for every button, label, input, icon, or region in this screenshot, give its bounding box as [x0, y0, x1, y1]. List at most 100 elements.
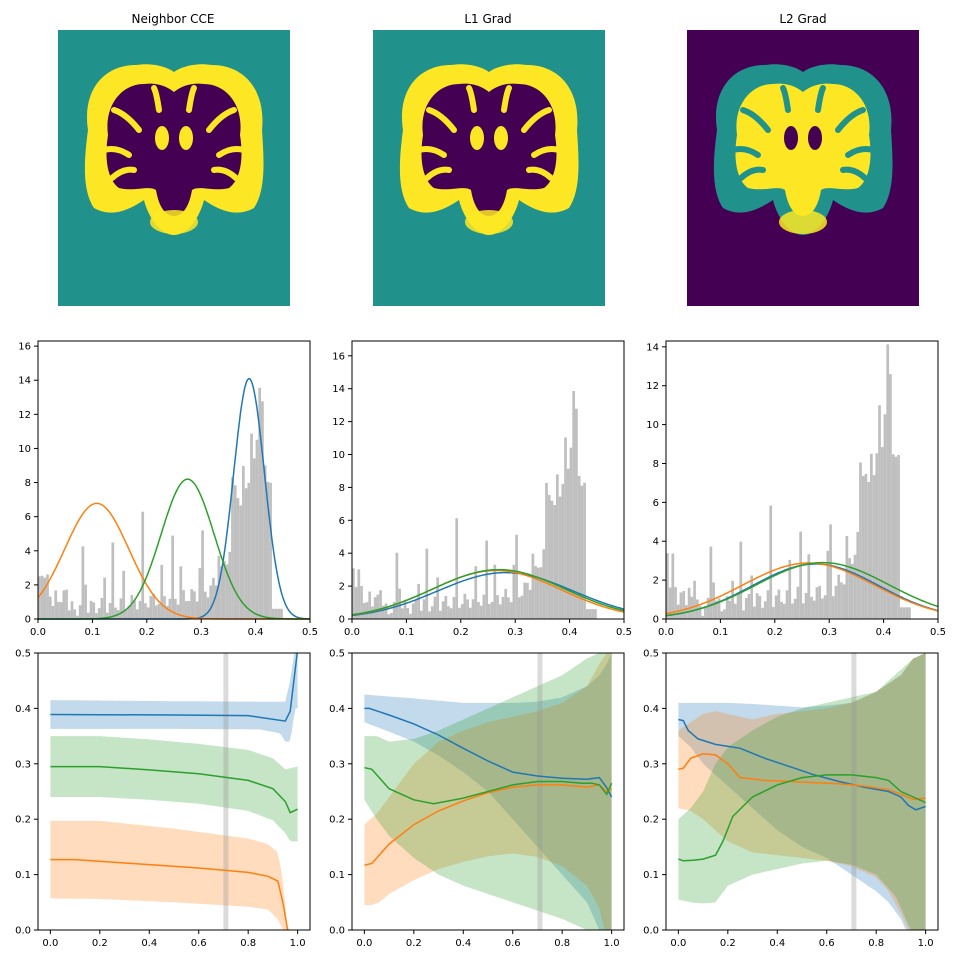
- histogram-bar: [580, 485, 584, 619]
- histogram-bar: [130, 595, 134, 619]
- histogram-bar: [780, 601, 783, 619]
- histogram-bar: [255, 439, 259, 619]
- x-tick-label: 0.5: [616, 627, 632, 638]
- histogram-bar: [471, 599, 475, 619]
- histogram-bar: [384, 603, 388, 619]
- cerebellum: [465, 210, 513, 234]
- histogram-bar: [97, 608, 101, 619]
- x-tick-label: 0.8: [868, 938, 884, 949]
- histogram-panel-1: 0.0 0.1 0.2 0.3 0.4 0.5 0 2 4 6 8 10 12 14 16: [18, 340, 318, 638]
- sulcus: [740, 107, 771, 133]
- histogram-bar: [127, 605, 131, 619]
- sulcus: [730, 146, 761, 158]
- x-tick-label: 0.8: [240, 938, 256, 949]
- y-tick-label: 0.0: [15, 926, 31, 937]
- histogram-bar: [269, 482, 272, 619]
- x-tick-label: 0.2: [92, 938, 108, 949]
- histogram-bar: [902, 607, 906, 619]
- histogram-bar: [750, 575, 754, 619]
- histogram-bar: [504, 588, 508, 619]
- band-panel-3: 0.0 0.2 0.4 0.6 0.8 1.0 0.0 0.1 0.2 0.3 0.4 0.5: [643, 649, 939, 949]
- histogram-bar: [712, 582, 715, 619]
- histogram-bar: [400, 608, 404, 619]
- sulcus: [424, 166, 452, 181]
- histogram-bar: [114, 607, 117, 619]
- panel-image-2: L1 Grad: [373, 12, 605, 306]
- histogram-bar: [731, 580, 734, 619]
- y-tick-label: 12: [646, 381, 659, 392]
- histogram-panel-3: 0.0 0.1 0.2 0.3 0.4 0.5 0 2 4 6 8 10 12 14: [646, 340, 946, 638]
- histogram-bar: [842, 584, 846, 619]
- y-tick-label: 0.4: [329, 704, 345, 715]
- x-tick-label: 0.1: [398, 627, 414, 638]
- sulcus: [501, 85, 512, 113]
- histogram-bar: [594, 609, 597, 619]
- histogram-bar: [734, 603, 737, 619]
- histogram-bar: [135, 609, 139, 619]
- histogram-bar: [51, 605, 55, 619]
- histogram-bar: [889, 374, 892, 619]
- brain-slice-3: [713, 64, 893, 235]
- histogram-bar: [70, 601, 74, 619]
- histogram-bar: [490, 601, 494, 619]
- sulcus: [780, 85, 791, 113]
- threshold-vline: [851, 653, 857, 930]
- histogram-bar: [466, 599, 469, 619]
- y-tick-label: 0: [25, 615, 31, 626]
- y-tick-label: 10: [332, 450, 345, 461]
- histogram-bar: [239, 505, 242, 619]
- histogram-bar: [517, 597, 521, 619]
- x-tick-label: 0.3: [193, 627, 209, 638]
- x-tick-label: 1.0: [918, 938, 934, 949]
- sulcus: [206, 107, 237, 133]
- y-tick-label: 2: [653, 576, 659, 587]
- histogram-bar: [417, 583, 420, 619]
- histogram-bar: [788, 559, 792, 619]
- histogram-bar: [228, 551, 232, 619]
- histogram-bar: [277, 608, 281, 619]
- histogram-bar: [793, 598, 797, 619]
- histogram-bar: [274, 608, 278, 619]
- y-tick-label: 4: [25, 546, 31, 557]
- y-tick-label: 6: [25, 512, 31, 523]
- x-tick-label: 0.6: [819, 938, 835, 949]
- histogram-bar: [220, 566, 223, 619]
- y-tick-label: 0.1: [643, 870, 659, 881]
- x-tick-label: 0.4: [248, 627, 264, 638]
- sulcus: [840, 166, 868, 181]
- histogram-bar: [523, 582, 527, 619]
- x-tick-label: 0.0: [658, 627, 674, 638]
- histogram-bar: [536, 567, 540, 619]
- histogram-bar: [414, 599, 418, 619]
- x-tick-label: 0.4: [562, 627, 578, 638]
- histogram-bar: [95, 613, 98, 619]
- histogram-bar: [837, 574, 841, 619]
- plot-area: [678, 653, 926, 930]
- x-tick-label: 0.8: [554, 938, 570, 949]
- mean-line: [678, 718, 926, 811]
- x-tick-label: 0.2: [453, 627, 469, 638]
- y-tick-label: 8: [25, 478, 31, 489]
- histogram-bar: [859, 462, 862, 619]
- histogram-bar: [198, 568, 202, 619]
- histogram-bar: [474, 566, 478, 619]
- x-tick-label: 0.5: [930, 627, 946, 638]
- histogram-bar: [176, 604, 180, 619]
- histogram-bar: [488, 603, 491, 619]
- y-tick-label: 10: [18, 444, 31, 455]
- histogram-bar: [266, 481, 270, 619]
- histogram-bar: [108, 603, 112, 619]
- y-tick-label: 4: [653, 537, 659, 548]
- histogram-bar: [826, 550, 830, 619]
- y-tick-label: 0.1: [15, 870, 31, 881]
- histogram-bar: [802, 603, 805, 619]
- histogram-bar: [406, 607, 410, 619]
- histogram-bar: [493, 564, 497, 619]
- axes-frame: [351, 340, 625, 620]
- histogram-bar: [428, 611, 431, 619]
- histogram-bar: [48, 596, 52, 619]
- histogram-bar: [755, 593, 759, 619]
- histogram-bar: [821, 598, 824, 619]
- histogram-bar: [57, 601, 60, 619]
- histogram-bar: [209, 585, 213, 619]
